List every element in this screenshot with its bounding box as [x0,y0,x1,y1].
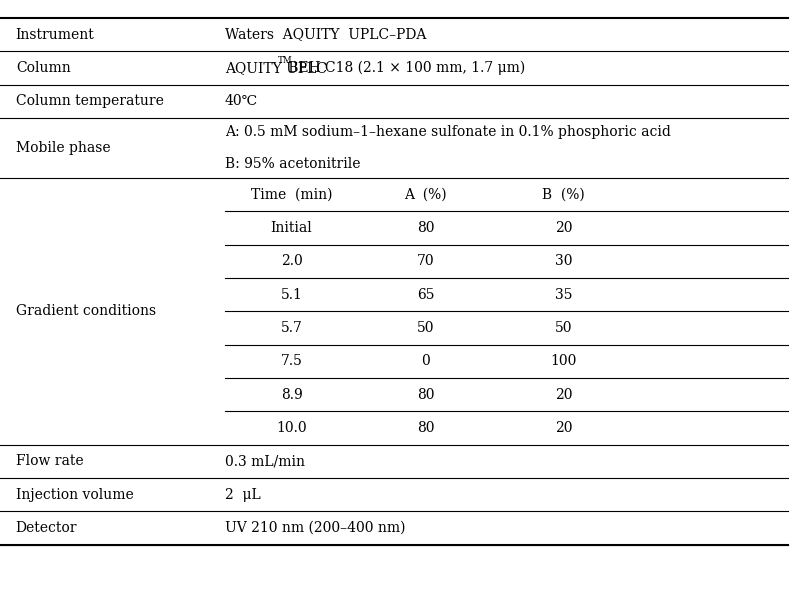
Text: 35: 35 [555,288,572,302]
Text: Column: Column [16,61,71,75]
Text: 5.7: 5.7 [280,321,303,335]
Text: TM: TM [278,56,292,65]
Text: A: 0.5 mM sodium–1–hexane sulfonate in 0.1% phosphoric acid: A: 0.5 mM sodium–1–hexane sulfonate in 0… [225,125,670,139]
Text: 0.3 mL/min: 0.3 mL/min [225,454,305,468]
Text: 70: 70 [417,254,434,268]
Text: 2.0: 2.0 [281,254,303,268]
Text: 0: 0 [421,355,430,368]
Text: Time  (min): Time (min) [251,188,333,201]
Text: 50: 50 [417,321,434,335]
Text: 8.9: 8.9 [281,388,303,402]
Text: 2  μL: 2 μL [225,488,260,502]
Text: UV 210 nm (200–400 nm): UV 210 nm (200–400 nm) [225,521,405,535]
Text: A  (%): A (%) [404,188,447,201]
Text: Detector: Detector [16,521,77,535]
Text: B: 95% acetonitrile: B: 95% acetonitrile [225,157,360,171]
Text: 20: 20 [555,388,572,402]
Text: AQUITY UPLC: AQUITY UPLC [225,61,326,75]
Text: Column temperature: Column temperature [16,94,164,108]
Text: 80: 80 [417,388,434,402]
Text: 80: 80 [417,421,434,435]
Text: 20: 20 [555,221,572,235]
Text: 5.1: 5.1 [280,288,303,302]
Text: 20: 20 [555,421,572,435]
Text: 40℃: 40℃ [225,94,258,108]
Text: 7.5: 7.5 [280,355,303,368]
Text: 50: 50 [555,321,572,335]
Text: 30: 30 [555,254,572,268]
Text: BEH C18 (2.1 × 100 mm, 1.7 μm): BEH C18 (2.1 × 100 mm, 1.7 μm) [284,61,525,75]
Text: Waters  AQUITY  UPLC–PDA: Waters AQUITY UPLC–PDA [225,27,426,42]
Text: B  (%): B (%) [542,188,585,201]
Text: Initial: Initial [271,221,313,235]
Text: Mobile phase: Mobile phase [16,141,110,155]
Text: 10.0: 10.0 [276,421,307,435]
Text: 65: 65 [417,288,434,302]
Text: Flow rate: Flow rate [16,454,83,468]
Text: 100: 100 [550,355,576,368]
Text: Injection volume: Injection volume [16,488,133,502]
Text: 80: 80 [417,221,434,235]
Text: Gradient conditions: Gradient conditions [16,305,156,318]
Text: Instrument: Instrument [16,27,94,42]
